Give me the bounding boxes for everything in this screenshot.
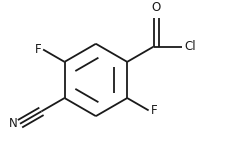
Text: F: F [150,104,156,117]
Text: N: N [8,117,17,130]
Text: O: O [151,1,160,14]
Text: Cl: Cl [183,40,195,53]
Text: F: F [34,43,41,56]
